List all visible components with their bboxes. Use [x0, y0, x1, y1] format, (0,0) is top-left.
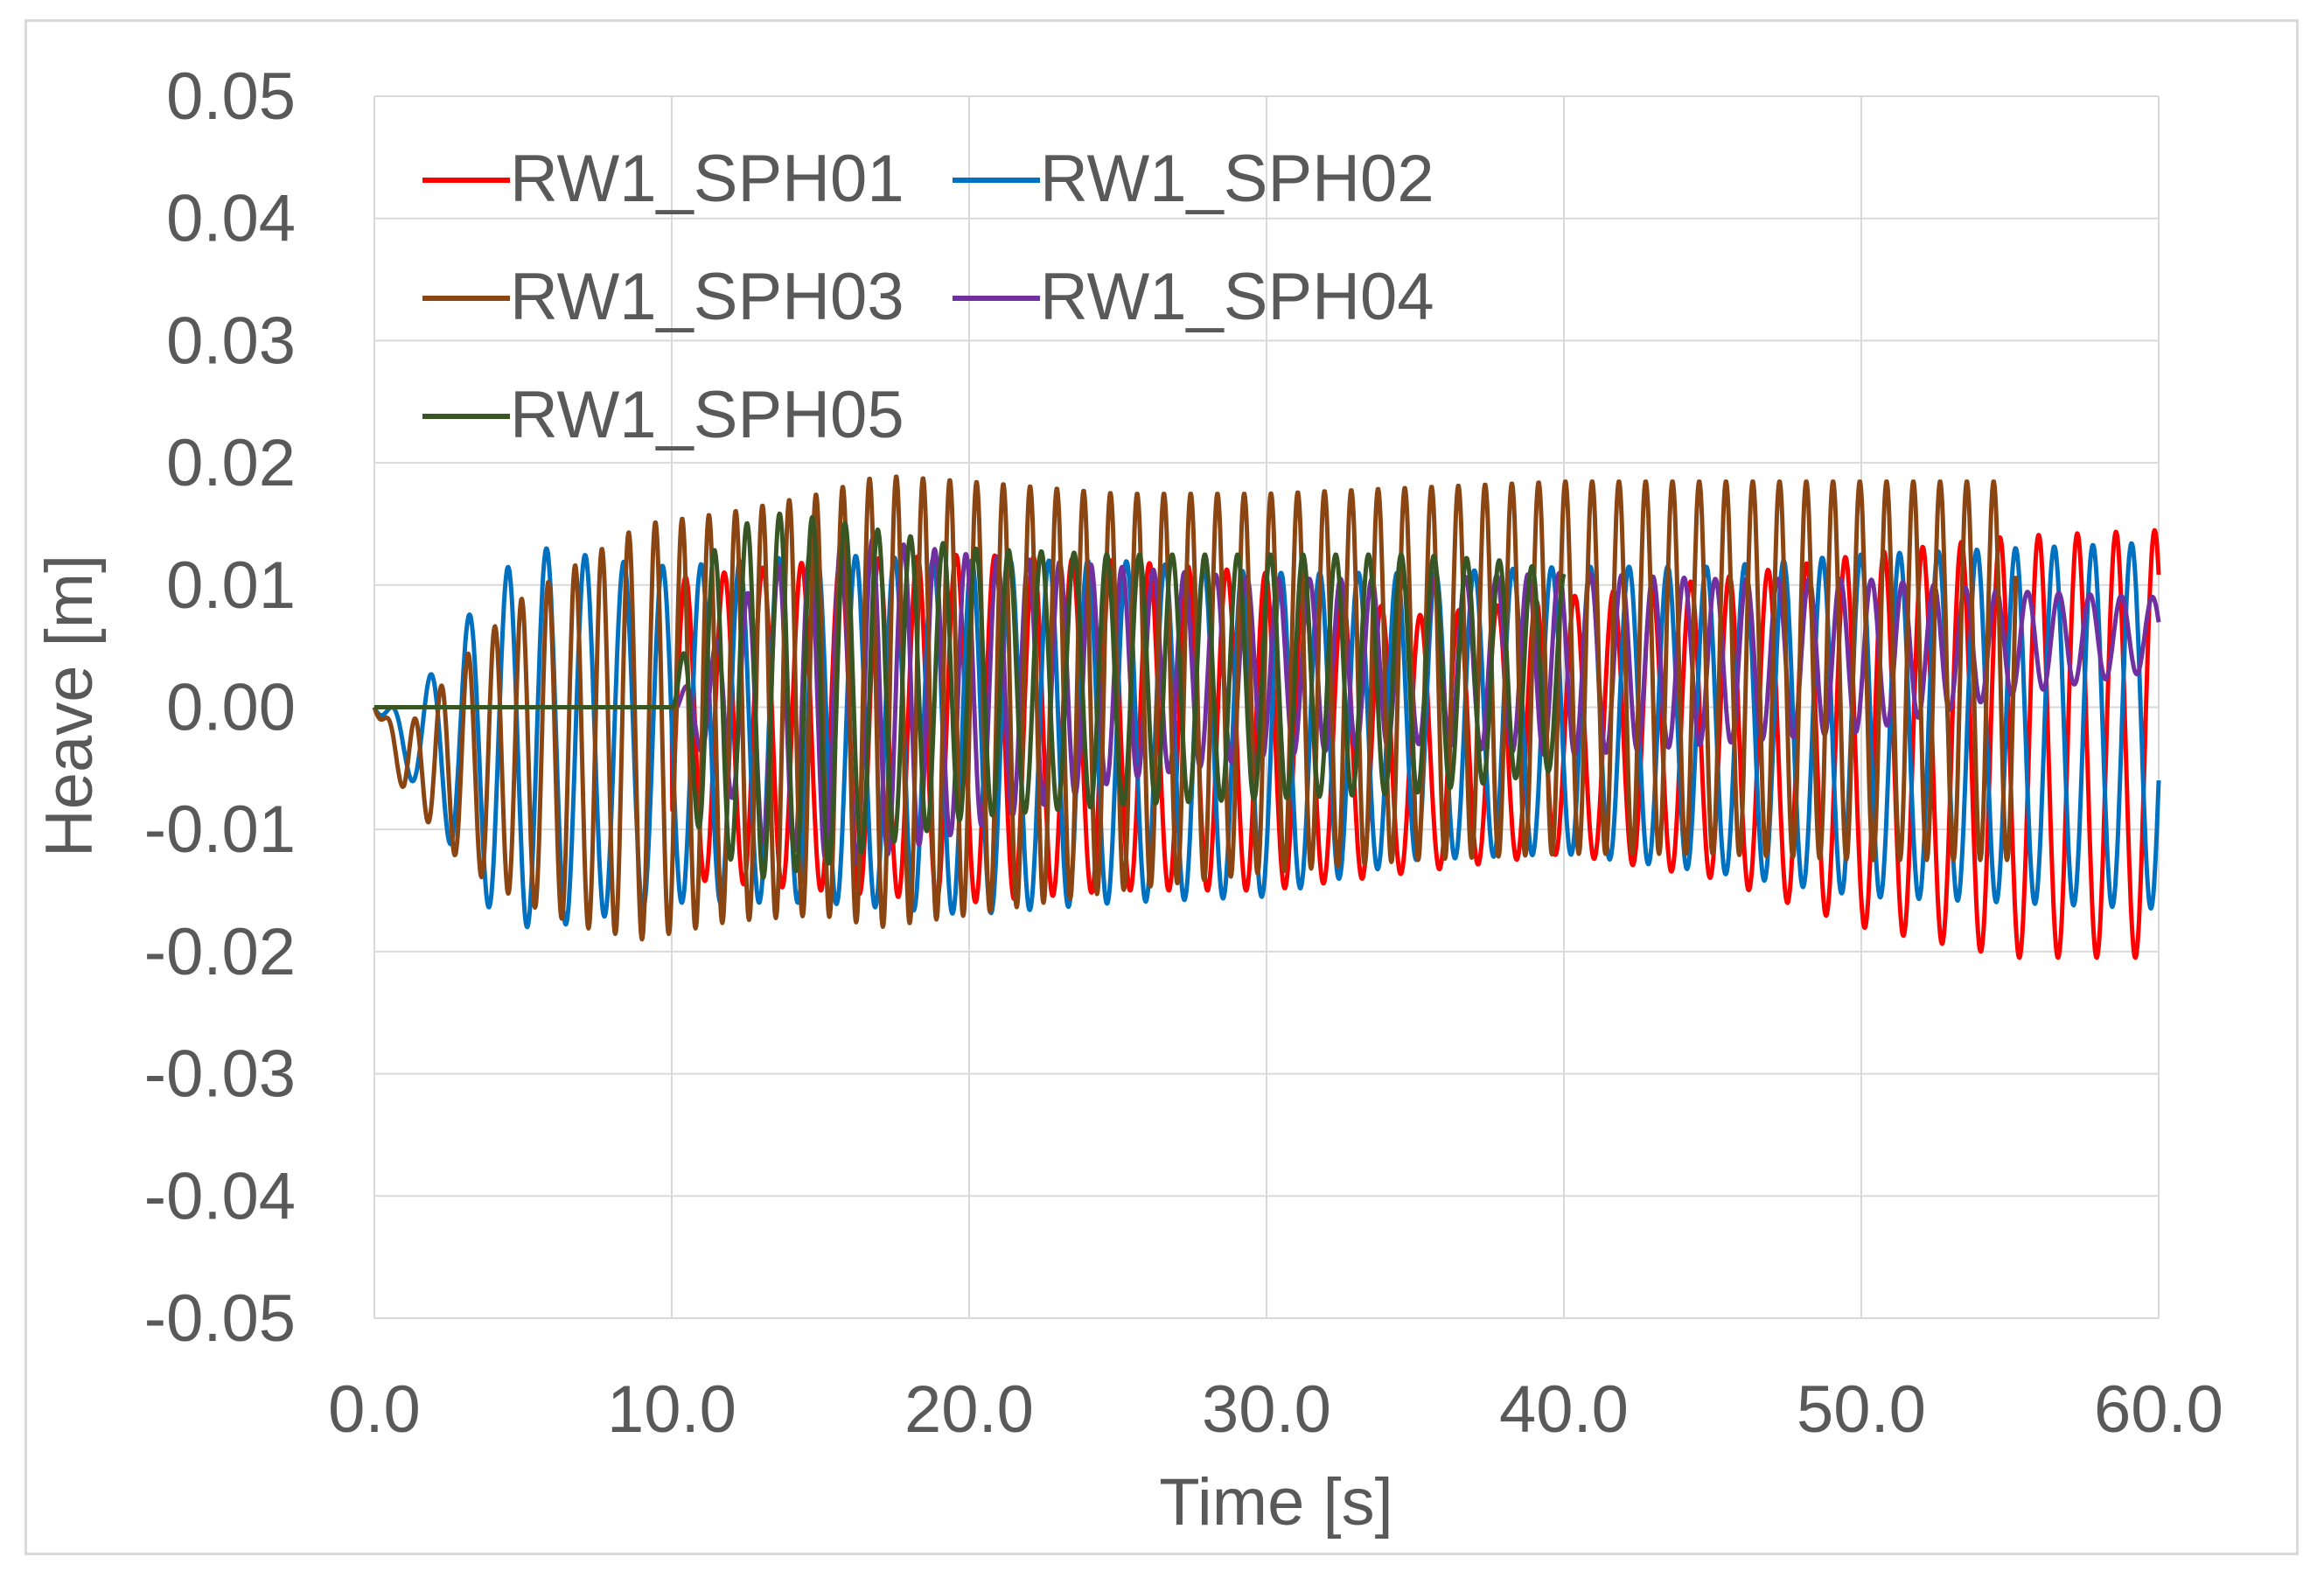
series-line-rw1-sph05: [373, 511, 1567, 880]
x-tick-label: 20.0: [904, 1372, 1034, 1447]
legend-label: RW1_SPH02: [1040, 142, 1434, 216]
heave-time-chart: 0.05 0.04 0.03 0.02 0.01 0.00 -0.01 -0.02 -0.03 -…: [32, 59, 2223, 1540]
x-tick-label: 10.0: [607, 1372, 736, 1447]
chart-frame: 0.05 0.04 0.03 0.02 0.01 0.00 -0.01 -0.02 -0.03 -…: [24, 19, 2299, 1555]
y-tick-label: 0.00: [166, 671, 296, 745]
y-tick-label: -0.03: [144, 1037, 296, 1112]
series-line-rw1-sph02: [372, 541, 2161, 930]
y-tick-label: 0.03: [166, 304, 296, 378]
x-axis-ticks: 0.0 10.0 20.0 30.0 40.0 50.0 60.0: [328, 1372, 2223, 1447]
y-axis-title: Heave [m]: [32, 555, 107, 857]
x-tick-label: 50.0: [1797, 1372, 1926, 1447]
legend[interactable]: RW1_SPH01 RW1_SPH02 RW1_SPH03 RW1_SPH04 RW1_…: [422, 142, 1434, 452]
series-line-rw1-sph04: [374, 537, 2161, 867]
x-tick-label: 30.0: [1202, 1372, 1331, 1447]
y-tick-label: 0.02: [166, 426, 296, 500]
x-axis-title: Time [s]: [1159, 1465, 1392, 1540]
x-tick-label: 0.0: [328, 1372, 421, 1447]
y-tick-label: 0.05: [166, 59, 296, 134]
legend-label: RW1_SPH01: [510, 142, 904, 216]
x-tick-label: 40.0: [1499, 1372, 1629, 1447]
y-tick-label: 0.01: [166, 548, 296, 623]
legend-label: RW1_SPH03: [510, 260, 904, 334]
legend-label: RW1_SPH05: [510, 378, 904, 452]
y-axis-ticks: 0.05 0.04 0.03 0.02 0.01 0.00 -0.01 -0.02 -0.03 -…: [144, 59, 296, 1356]
y-tick-label: -0.01: [144, 792, 296, 867]
y-tick-label: -0.02: [144, 915, 296, 989]
legend-label: RW1_SPH04: [1040, 260, 1434, 334]
y-tick-label: -0.04: [144, 1159, 296, 1233]
y-tick-label: -0.05: [144, 1281, 296, 1356]
y-tick-label: 0.04: [166, 182, 296, 256]
x-tick-label: 60.0: [2094, 1372, 2223, 1447]
series-line-rw1-sph03: [372, 474, 2019, 942]
series-group: [372, 474, 2161, 960]
